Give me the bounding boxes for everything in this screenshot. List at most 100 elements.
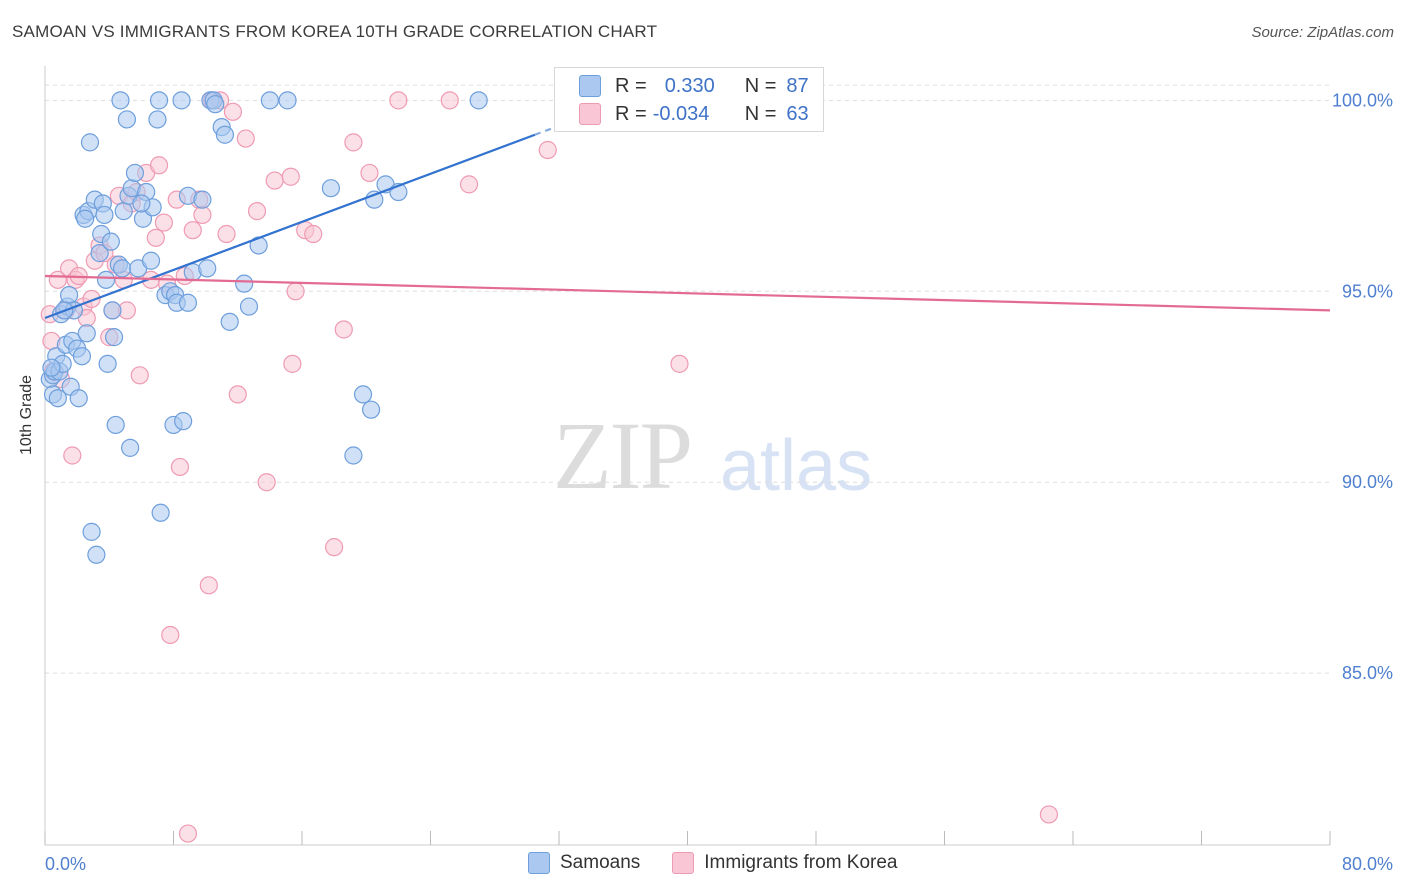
point-samoan [82,522,101,541]
watermark-atlas: atlas [720,426,873,506]
point-korea [459,175,479,194]
points-immigrants-from-korea [40,91,1059,843]
point-samoan [77,324,96,343]
point-samoan [114,202,133,221]
point-samoan [141,251,161,270]
point-samoan [132,194,151,213]
point-korea [161,625,180,645]
point-samoan [353,385,373,404]
trend-line-samoans [44,133,536,320]
point-korea [228,385,247,404]
y-tick-label: 95.0% [1342,281,1393,301]
point-samoan [174,412,193,431]
point-korea [1039,805,1059,824]
legend-r-label: R = [615,102,647,125]
point-korea [538,140,557,160]
legend-swatch-blue [579,75,601,97]
point-samoan [48,389,67,408]
y-tick-label: 85.0% [1342,663,1393,683]
point-korea [325,538,344,557]
point-samoan [111,91,130,110]
point-korea [236,129,255,148]
point-samoan [235,274,254,293]
legend-n-value-samoans: 87 [786,74,809,97]
point-samoan [90,244,109,263]
axes [44,66,1331,846]
point-korea [389,91,408,110]
point-korea [193,205,212,225]
point-korea [304,224,323,244]
legend-n-label: N = [744,102,777,125]
point-samoan [361,400,381,419]
legend-row-samoans: R = 0.330 N = 87 [579,73,809,99]
legend-n-value-korea: 63 [786,102,809,125]
point-korea [257,473,276,492]
point-samoan [42,358,61,377]
point-korea [149,156,169,175]
point-samoan [106,415,125,435]
point-samoan [112,259,132,278]
point-korea [286,282,305,301]
point-samoan [172,91,191,110]
point-korea [283,354,302,373]
point-samoan [215,125,234,144]
point-korea [154,213,173,232]
legend-label-korea: Immigrants from Korea [704,852,898,873]
point-korea [281,167,300,186]
point-samoan [101,232,120,251]
point-samoan [76,209,95,228]
point-samoan [260,91,279,110]
point-samoan [103,301,122,320]
point-samoan [206,95,225,114]
point-samoan [72,347,92,366]
point-korea [130,366,149,385]
point-samoan [151,503,170,522]
x-tick-label: 0.0% [45,854,86,874]
point-samoan [96,270,116,289]
point-korea [360,163,379,183]
point-samoan [149,91,169,110]
point-samoan [87,545,106,564]
point-samoan [117,110,137,129]
y-tick-label: 100.0% [1332,90,1393,110]
point-samoan [69,389,88,408]
point-korea [344,133,363,152]
watermark-zip: ZIP [553,402,693,509]
legend-label-samoans: Samoans [560,852,641,873]
point-samoan [80,133,100,152]
legend-r-label: R = [615,74,647,97]
point-samoan [220,312,239,331]
point-korea [178,824,198,843]
y-tick-label: 90.0% [1342,472,1393,492]
point-korea [670,354,689,373]
point-korea [183,221,202,240]
point-samoan [178,293,198,312]
legend-swatch-samoans [528,852,550,874]
point-korea [440,91,459,110]
point-samoan [121,438,140,457]
point-korea [199,576,218,595]
point-korea [247,202,267,221]
legend-row-korea: R = -0.034 N = 63 [579,101,809,127]
point-samoan [193,190,212,209]
point-samoan [148,110,167,129]
point-korea [63,446,82,465]
point-korea [265,171,284,190]
point-samoan [469,91,488,110]
point-korea [217,224,236,244]
legend-swatch-pink [579,103,601,125]
point-samoan [104,328,124,347]
point-samoan [98,354,117,373]
point-samoan [278,91,297,110]
correlation-legend: R = 0.330 N = 87 R = -0.034 N = 63 [554,67,824,132]
x-tick-label: 80.0% [1342,854,1393,874]
point-samoan [239,297,259,316]
point-korea [334,320,353,339]
series-legend: Samoans Immigrants from Korea [528,852,898,874]
legend-n-label: N = [744,74,777,97]
grid [45,84,1330,674]
chart-title: SAMOAN VS IMMIGRANTS FROM KOREA 10TH GRA… [12,22,658,41]
point-samoan [321,179,341,198]
point-samoan [344,446,363,465]
